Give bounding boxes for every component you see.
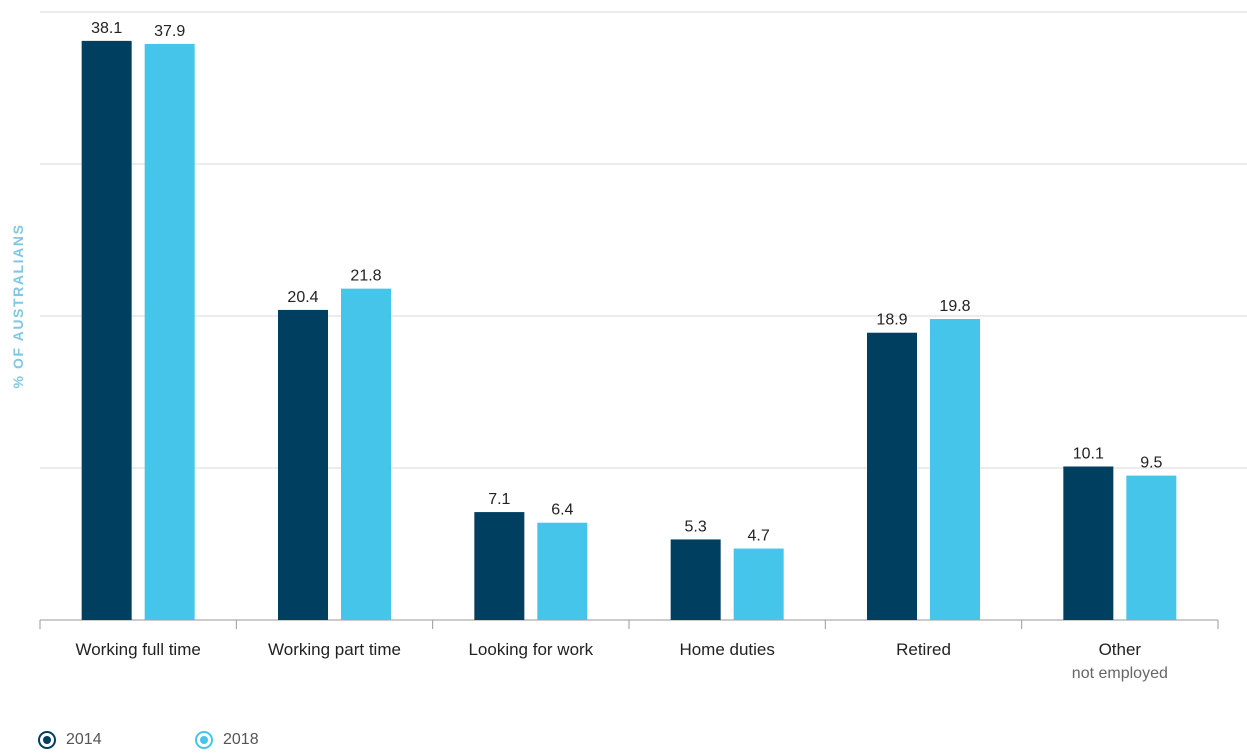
data-label-2014: 5.3 xyxy=(685,518,707,535)
category-sublabel: not employed xyxy=(1072,665,1168,682)
category-label: Working full time xyxy=(75,640,200,659)
bar-2018 xyxy=(341,288,391,620)
bar-2018 xyxy=(537,522,588,620)
bar-2018 xyxy=(144,43,195,621)
data-label-2014: 38.1 xyxy=(91,20,122,37)
data-label-2018: 9.5 xyxy=(1140,455,1162,472)
bar-2018 xyxy=(1126,475,1177,620)
bar-2014 xyxy=(278,309,328,620)
bar-2014 xyxy=(670,539,721,620)
legend-marker-2014-icon xyxy=(38,731,56,749)
category-label: Other xyxy=(1099,640,1142,659)
bar-2018 xyxy=(733,548,784,620)
bar-2014 xyxy=(474,512,525,620)
bar-2014 xyxy=(867,332,917,620)
data-label-2018: 37.9 xyxy=(154,23,185,40)
bar-2018 xyxy=(930,319,980,620)
data-label-2018: 21.8 xyxy=(350,268,381,285)
legend-label-2014: 2014 xyxy=(66,731,102,748)
legend-item-2014: 2014 xyxy=(38,731,195,749)
legend-marker-2018-icon xyxy=(195,731,213,749)
data-label-2018: 6.4 xyxy=(551,502,573,519)
legend-item-2018: 2018 xyxy=(195,731,352,749)
data-label-2018: 19.8 xyxy=(939,298,970,315)
bar-2014 xyxy=(1063,466,1114,620)
category-label: Working part time xyxy=(268,640,401,659)
legend: 2014 2018 xyxy=(38,731,352,749)
category-label: Looking for work xyxy=(468,640,593,659)
data-label-2014: 20.4 xyxy=(287,289,318,306)
data-label-2014: 18.9 xyxy=(876,312,907,329)
legend-label-2018: 2018 xyxy=(223,731,259,748)
bar-2014 xyxy=(81,40,132,620)
data-label-2018: 4.7 xyxy=(748,528,770,545)
category-label: Home duties xyxy=(679,640,774,659)
data-label-2014: 7.1 xyxy=(488,491,510,508)
category-label: Retired xyxy=(896,640,951,659)
y-axis-label-text: % OF AUSTRALIANS xyxy=(10,223,26,389)
data-label-2014: 10.1 xyxy=(1073,445,1104,462)
